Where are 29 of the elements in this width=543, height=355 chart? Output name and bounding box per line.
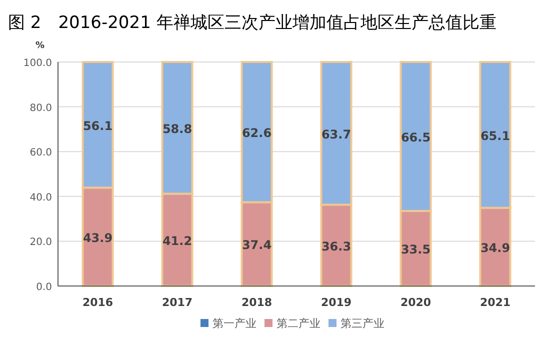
- y-axis-title: %: [35, 41, 45, 51]
- y-tick-label: 100.0: [23, 58, 52, 69]
- data-label: 58.8: [162, 122, 192, 136]
- data-label: 41.2: [162, 234, 192, 248]
- legend-label: 第二产业: [276, 317, 320, 330]
- data-label: 34.9: [480, 240, 510, 255]
- data-label: 62.6: [242, 126, 272, 140]
- legend-label: 第一产业: [212, 317, 256, 330]
- x-tick-label: 2018: [241, 296, 272, 309]
- y-tick-label: 40.0: [30, 192, 52, 204]
- data-label: 56.1: [82, 118, 113, 133]
- data-label: 65.1: [480, 128, 510, 143]
- y-tick-label: 20.0: [30, 237, 52, 248]
- data-label: 36.3: [321, 239, 352, 254]
- y-tick-label: 80.0: [30, 102, 52, 114]
- x-tick-label: 2017: [162, 296, 193, 309]
- x-tick-label: 2020: [400, 296, 432, 309]
- chart-title: 图 2 2016-2021 年禅城区三次产业增加值占地区生产总值比重: [8, 13, 496, 33]
- y-tick-label: 60.0: [30, 148, 52, 159]
- data-label: 66.5: [400, 130, 431, 144]
- x-tick-label: 2019: [320, 296, 352, 309]
- x-tick-label: 2016: [82, 296, 114, 309]
- data-label: 33.5: [400, 242, 431, 256]
- legend-label: 第三产业: [340, 317, 384, 330]
- data-label: 37.4: [242, 238, 272, 252]
- data-label: 63.7: [321, 127, 352, 142]
- y-tick-label: 0.0: [36, 282, 52, 293]
- x-tick-label: 2021: [480, 296, 511, 309]
- data-label: 43.9: [82, 230, 113, 245]
